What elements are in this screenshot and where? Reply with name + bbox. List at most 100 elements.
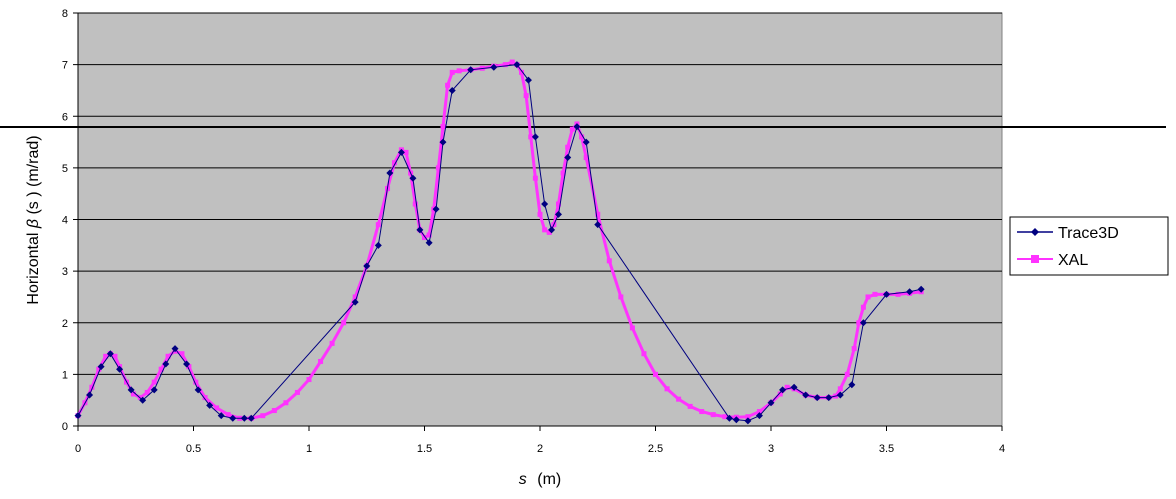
data-point	[151, 379, 157, 385]
data-point	[532, 175, 538, 181]
data-point	[813, 394, 821, 402]
data-point	[440, 124, 446, 130]
data-point	[784, 384, 790, 390]
x-tick-label: 1.5	[417, 443, 432, 455]
data-point	[583, 155, 589, 161]
legend-xal-marker	[1031, 255, 1039, 263]
y-axis-title: Horizontal β (s ) (m/rad)	[25, 135, 42, 304]
data-point	[363, 262, 371, 270]
data-point	[524, 76, 532, 84]
data-point	[595, 211, 601, 217]
y-tick-label: 8	[62, 8, 68, 20]
data-point	[247, 414, 255, 422]
y-axis-symbol: β	[25, 219, 42, 229]
data-point	[240, 414, 248, 422]
data-point	[162, 360, 170, 368]
data-point	[202, 395, 208, 401]
data-point	[416, 226, 424, 234]
data-point	[755, 412, 763, 420]
x-tick-label: 3.5	[879, 443, 894, 455]
data-point	[214, 405, 220, 411]
data-point	[386, 169, 394, 177]
y-axis-prefix: Horizontal	[25, 233, 42, 305]
data-point	[865, 294, 871, 300]
data-point	[872, 291, 878, 297]
data-point	[194, 386, 202, 394]
x-tick-label: 4	[999, 443, 1005, 455]
data-point	[836, 391, 844, 399]
data-point	[546, 229, 552, 235]
data-point	[229, 414, 237, 422]
data-point	[193, 379, 199, 385]
data-point	[523, 93, 529, 99]
data-point	[767, 399, 775, 407]
data-point	[329, 340, 335, 346]
y-tick-label: 7	[62, 60, 68, 72]
y-tick-label: 0	[62, 421, 68, 433]
data-point	[565, 144, 571, 150]
data-point	[722, 414, 728, 420]
data-point	[860, 304, 866, 310]
data-point	[541, 200, 549, 208]
data-point	[756, 409, 762, 415]
data-point	[448, 86, 456, 94]
data-point	[391, 160, 397, 166]
x-tick-label: 2	[537, 443, 543, 455]
legend: Trace3D XAL	[1009, 216, 1169, 276]
data-point	[375, 222, 381, 228]
data-point	[103, 353, 109, 359]
y-tick-label: 1	[62, 369, 68, 381]
legend-trace3d-label: Trace3D	[1058, 225, 1119, 242]
data-point	[825, 394, 833, 402]
y-tick-label: 3	[62, 266, 68, 278]
legend-box	[1009, 216, 1169, 276]
x-tick-label: 3	[768, 443, 774, 455]
data-point	[699, 409, 705, 415]
data-point	[509, 59, 515, 65]
data-point	[165, 353, 171, 359]
data-point	[725, 414, 733, 422]
data-point	[96, 366, 102, 372]
data-point	[435, 165, 441, 171]
data-point	[555, 201, 561, 207]
data-point	[906, 288, 914, 296]
data-point	[618, 294, 624, 300]
data-point	[573, 123, 581, 131]
data-point	[283, 400, 289, 406]
data-point	[351, 298, 359, 306]
data-point	[579, 134, 585, 140]
x-axis-variable: s	[519, 471, 527, 488]
y-tick-labels: 0 1 2 3 4 5 6 7 8	[62, 8, 68, 433]
data-point	[127, 386, 135, 394]
data-point	[171, 345, 179, 353]
x-axis-unit: (m)	[537, 471, 561, 488]
data-point	[554, 210, 562, 218]
data-point	[445, 82, 451, 88]
data-point	[732, 416, 740, 424]
data-point	[883, 290, 890, 298]
data-point	[422, 235, 427, 241]
data-point	[425, 239, 433, 247]
data-point	[851, 346, 857, 352]
data-point	[271, 408, 277, 414]
data-point	[150, 386, 158, 394]
series-trace3d	[74, 61, 925, 425]
data-point	[856, 320, 862, 326]
data-point	[848, 381, 856, 389]
data-point	[542, 227, 548, 233]
data-point	[426, 232, 432, 238]
data-point	[859, 319, 867, 327]
y-tick-label: 5	[62, 163, 68, 175]
data-point	[97, 363, 105, 371]
data-point	[710, 412, 716, 418]
data-point	[641, 351, 647, 357]
data-point	[502, 62, 508, 68]
legend-trace3d-marker	[1031, 228, 1039, 236]
data-point	[837, 386, 843, 392]
data-point	[352, 294, 358, 300]
data-point	[86, 391, 94, 399]
data-point	[582, 138, 590, 146]
data-point	[917, 285, 925, 293]
data-point	[777, 391, 783, 397]
